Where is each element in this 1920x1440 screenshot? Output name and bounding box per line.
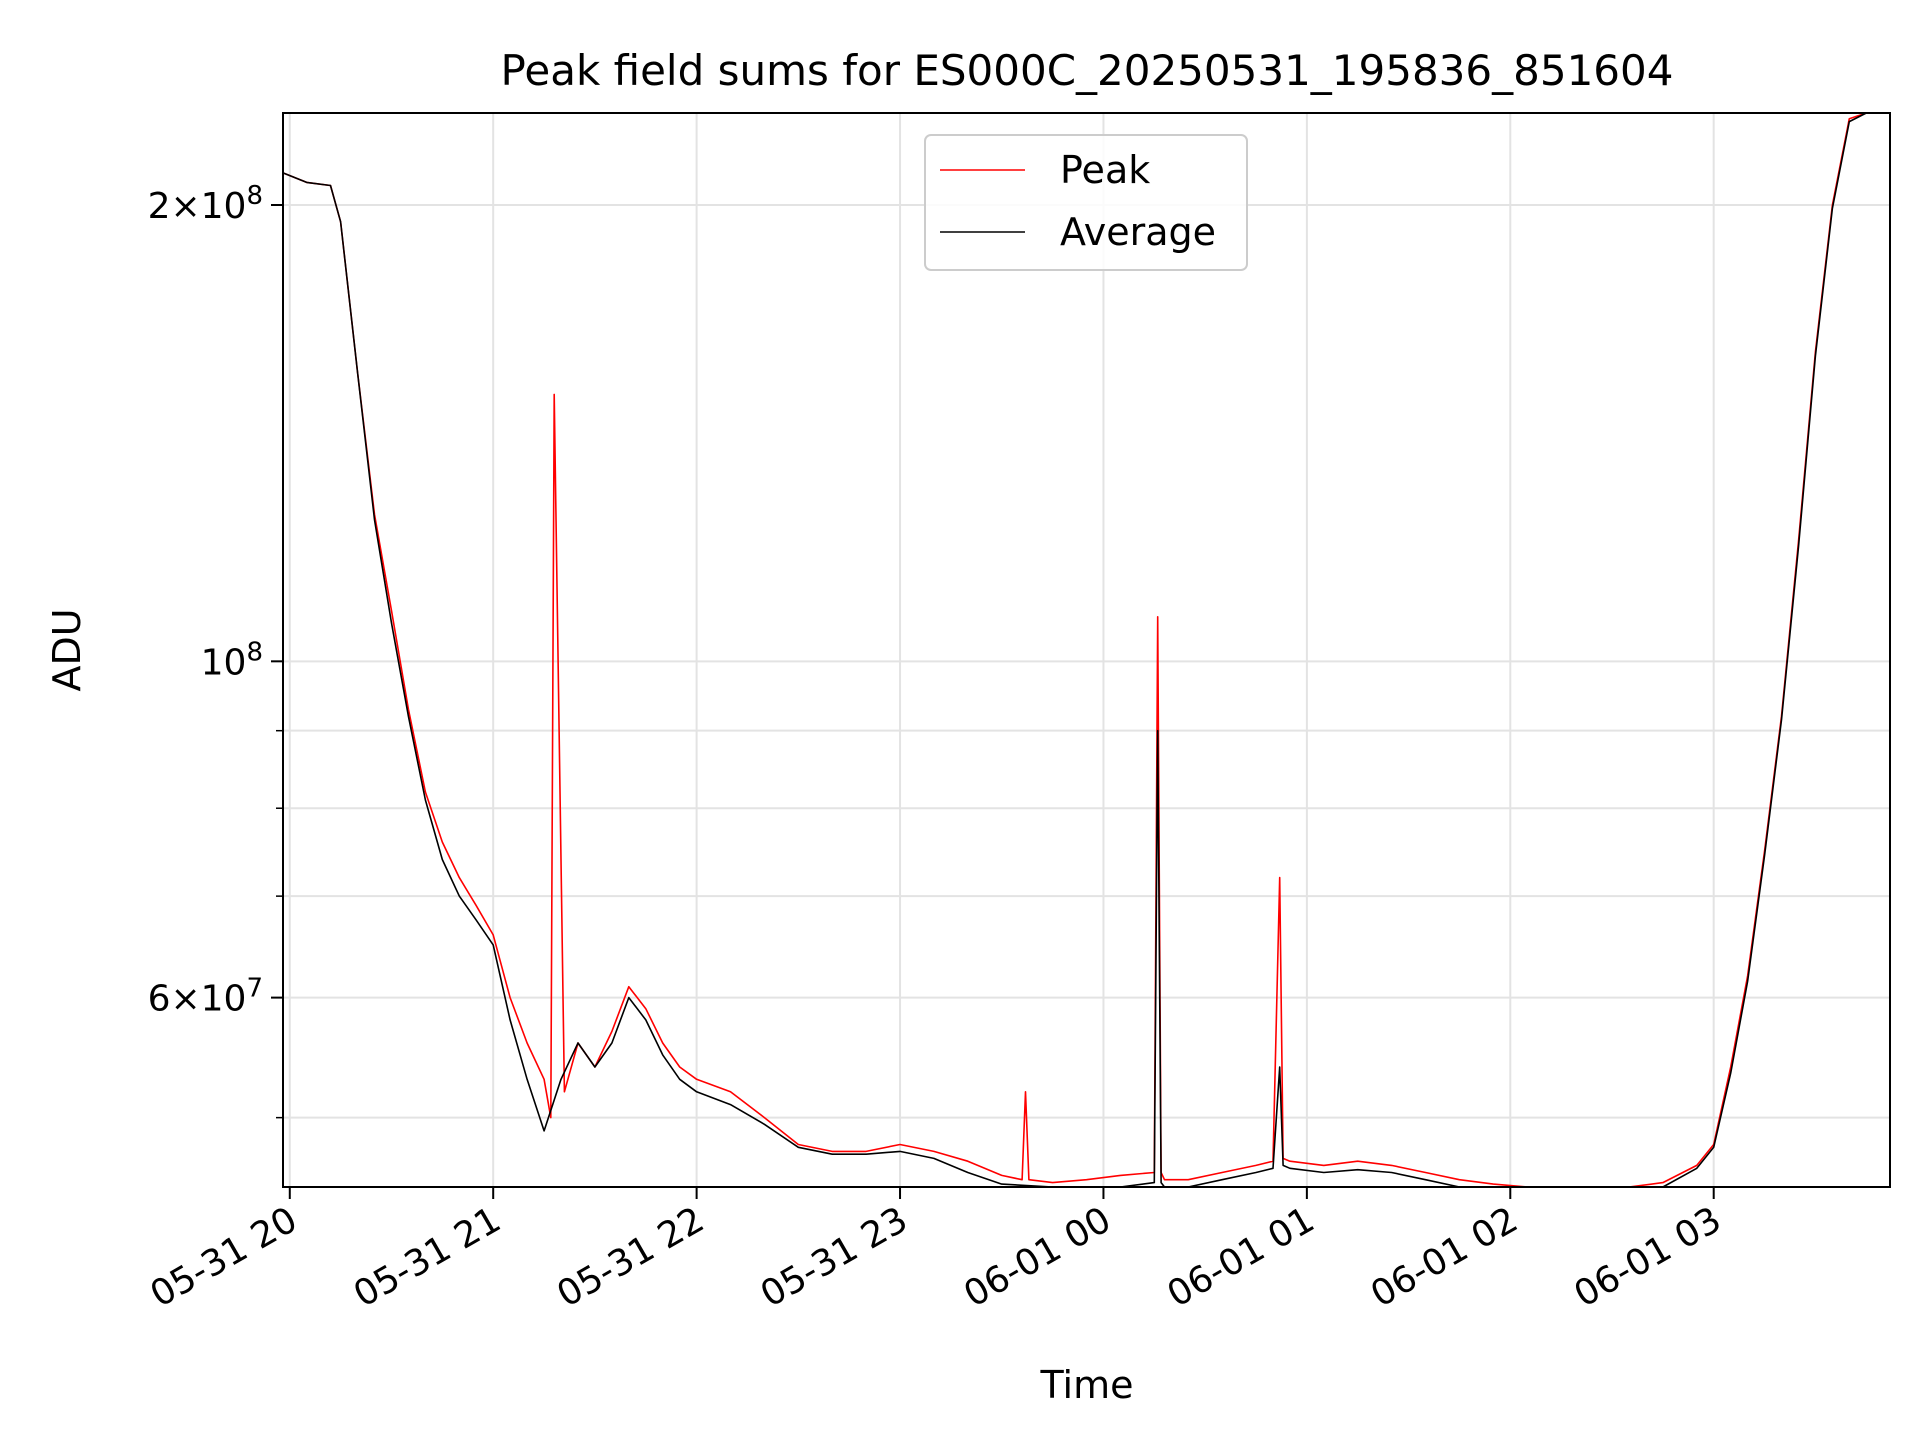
y-tick-exponent: 8 <box>246 637 263 667</box>
y-tick-exponent: 8 <box>246 181 263 211</box>
y-tick-base: 2 <box>148 186 171 227</box>
y-tick-label: 6×107 <box>148 974 263 1020</box>
legend: Peak Average <box>924 134 1248 271</box>
y-tick-label: 2×108 <box>148 181 263 227</box>
y-tick-label: 108 <box>201 637 263 683</box>
plot-frame <box>282 112 1891 1188</box>
legend-box <box>924 134 1248 271</box>
y-tick-base: 10 <box>201 642 247 683</box>
grid <box>283 113 1890 1187</box>
series-line-peak <box>282 112 1890 1188</box>
y-tick-times: ×10 <box>170 979 246 1020</box>
legend-label-average: Average <box>1060 210 1216 254</box>
y-tick-base: 6 <box>148 979 171 1020</box>
x-axis-label: Time <box>1040 1363 1134 1407</box>
legend-label-peak: Peak <box>1060 148 1150 192</box>
y-axis-label: ADU <box>45 608 89 691</box>
y-tick-times: ×10 <box>170 186 246 227</box>
y-tick-exponent: 7 <box>246 974 263 1004</box>
chart-title: Peak field sums for ES000C_20250531_1958… <box>501 46 1674 95</box>
